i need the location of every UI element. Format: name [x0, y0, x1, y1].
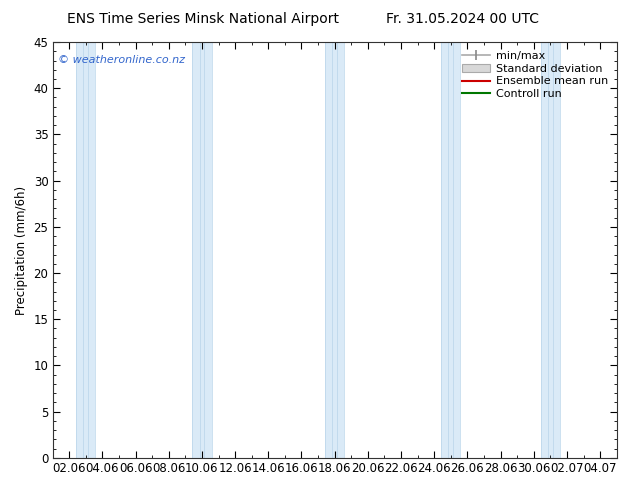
- Bar: [541, 42, 553, 458]
- Bar: [200, 42, 212, 458]
- Text: Fr. 31.05.2024 00 UTC: Fr. 31.05.2024 00 UTC: [386, 12, 540, 26]
- Bar: [76, 42, 88, 458]
- Text: © weatheronline.co.nz: © weatheronline.co.nz: [58, 54, 185, 65]
- Bar: [548, 42, 560, 458]
- Bar: [325, 42, 337, 458]
- Bar: [192, 42, 204, 458]
- Bar: [84, 42, 95, 458]
- Legend: min/max, Standard deviation, Ensemble mean run, Controll run: min/max, Standard deviation, Ensemble me…: [459, 48, 611, 102]
- Bar: [332, 42, 344, 458]
- Text: ENS Time Series Minsk National Airport: ENS Time Series Minsk National Airport: [67, 12, 339, 26]
- Y-axis label: Precipitation (mm/6h): Precipitation (mm/6h): [15, 185, 28, 315]
- Bar: [448, 42, 460, 458]
- Bar: [441, 42, 453, 458]
